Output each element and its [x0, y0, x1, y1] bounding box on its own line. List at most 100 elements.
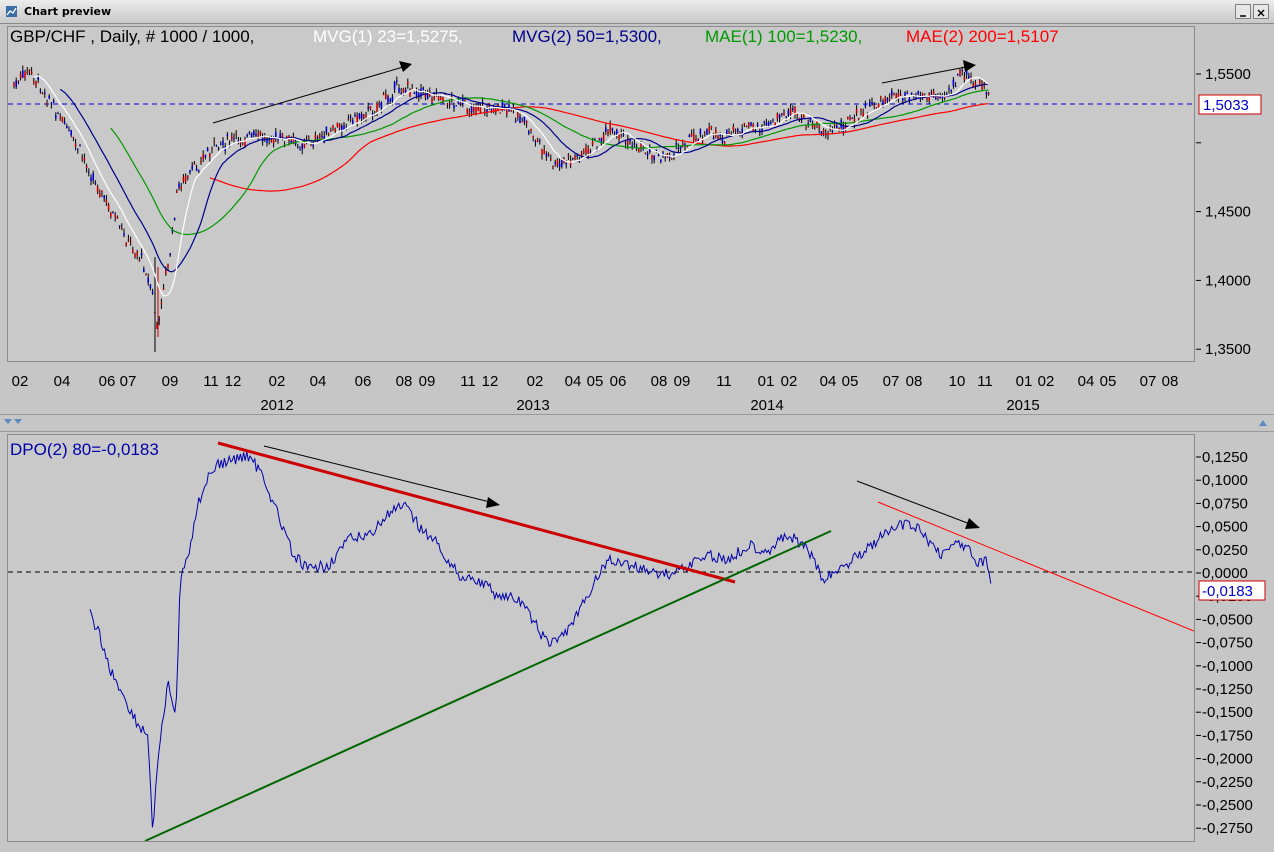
- candle-body: [327, 132, 330, 135]
- candle-body: [954, 85, 957, 87]
- candle-body: [211, 148, 213, 150]
- candle-body: [453, 105, 455, 109]
- candle-body: [275, 132, 277, 138]
- month-label: 06: [99, 373, 116, 390]
- candle-body: [932, 90, 935, 98]
- candle-body: [558, 163, 561, 167]
- month-label: 09: [419, 373, 436, 390]
- mae2-line: [209, 103, 989, 192]
- candle-body: [792, 108, 794, 110]
- pane-arrow-icon[interactable]: [1256, 416, 1270, 430]
- candle-body: [965, 70, 968, 75]
- dpo-tick-label: -0,2250: [1202, 774, 1253, 791]
- candle-body: [165, 269, 167, 275]
- dpo-line: [89, 451, 992, 828]
- candle-body: [708, 127, 710, 132]
- candle-body: [838, 127, 840, 131]
- candle-body: [963, 76, 966, 80]
- candle-body: [578, 160, 581, 162]
- dpo-tick-label: -0,1500: [1202, 704, 1253, 721]
- close-button[interactable]: [1253, 4, 1269, 19]
- mvg2-line: [59, 83, 989, 273]
- candle-body: [426, 93, 429, 99]
- candle-body: [631, 145, 633, 148]
- month-label: 06: [610, 373, 627, 390]
- mae1-legend: MAE(1) 100=1,5230,: [705, 27, 862, 46]
- candle-body: [105, 199, 108, 204]
- candle-body: [572, 158, 574, 160]
- pane-divider[interactable]: [0, 414, 1274, 432]
- candle-body: [145, 274, 147, 276]
- candle-body: [523, 116, 526, 123]
- candle-body: [532, 135, 534, 138]
- candle-body: [624, 142, 627, 144]
- candle-body: [519, 116, 521, 124]
- candle-body: [13, 82, 15, 87]
- candle-body: [490, 108, 493, 111]
- candle-body: [63, 121, 66, 124]
- candle-body: [475, 106, 477, 114]
- dpo-chart-svg: DPO(2) 80=-0,0183: [8, 440, 1194, 841]
- month-label: 07: [883, 373, 900, 390]
- trend-arrow-2: [881, 60, 976, 84]
- candle-body: [530, 128, 532, 131]
- candle-body: [374, 114, 376, 116]
- mvg2-legend: MVG(2) 50=1,5300,: [512, 27, 662, 46]
- candle-body: [794, 107, 796, 116]
- candle-body: [215, 145, 218, 147]
- dpo-chart-pane[interactable]: DPO(2) 80=-0,0183: [7, 434, 1195, 842]
- candle-body: [556, 160, 559, 166]
- candle-body: [642, 149, 644, 151]
- candle-body: [334, 128, 336, 132]
- month-label: 05: [587, 373, 604, 390]
- candle-body: [937, 95, 939, 98]
- month-label: 01: [1016, 373, 1033, 390]
- candle-body: [112, 212, 114, 214]
- candle-body: [341, 125, 343, 132]
- candle-body: [134, 254, 136, 258]
- candle-body: [83, 157, 86, 161]
- candle-body: [239, 141, 242, 144]
- candle-body: [591, 141, 594, 145]
- candle-body: [433, 96, 435, 100]
- candle-body: [622, 134, 625, 136]
- candle-body: [726, 129, 728, 135]
- window-title: Chart preview: [24, 5, 112, 18]
- candle-body: [171, 229, 174, 232]
- candle-body: [950, 89, 952, 92]
- candle-body: [301, 144, 303, 150]
- candle-body: [286, 136, 288, 138]
- candle-body: [552, 167, 554, 169]
- candle-body: [926, 98, 928, 100]
- candle-body: [510, 110, 512, 112]
- candle-body: [330, 130, 332, 132]
- candle-body: [688, 134, 691, 138]
- price-chart-pane[interactable]: GBP/CHF , Daily, # 1000 / 1000, MVG(1) 2…: [7, 26, 1195, 362]
- candle-body: [202, 154, 204, 160]
- candle-body: [972, 84, 974, 87]
- candle-body: [743, 123, 746, 125]
- candle-body: [655, 149, 658, 151]
- candle-body: [213, 140, 215, 142]
- month-label: 02: [781, 373, 798, 390]
- candle-body: [248, 132, 251, 134]
- candle-body: [772, 119, 774, 121]
- candle-body: [833, 125, 836, 127]
- dpo-legend: DPO(2) 80=-0,0183: [10, 440, 159, 459]
- candle-body: [664, 156, 666, 158]
- candle-body: [81, 156, 83, 158]
- year-label: 2014: [750, 397, 783, 414]
- candle-body: [690, 134, 693, 137]
- candle-body: [244, 138, 246, 146]
- dpo-arrow-1: [263, 445, 500, 508]
- candle-body: [756, 124, 759, 126]
- candle-body: [156, 324, 158, 329]
- candle-body: [92, 173, 94, 181]
- candle-body: [250, 133, 253, 138]
- candle-body: [217, 147, 220, 149]
- collapse-arrows-icon[interactable]: [0, 415, 40, 431]
- candle-body: [910, 92, 913, 95]
- minimize-button[interactable]: [1235, 4, 1251, 19]
- candle-body: [501, 101, 504, 110]
- candle-body: [653, 155, 655, 161]
